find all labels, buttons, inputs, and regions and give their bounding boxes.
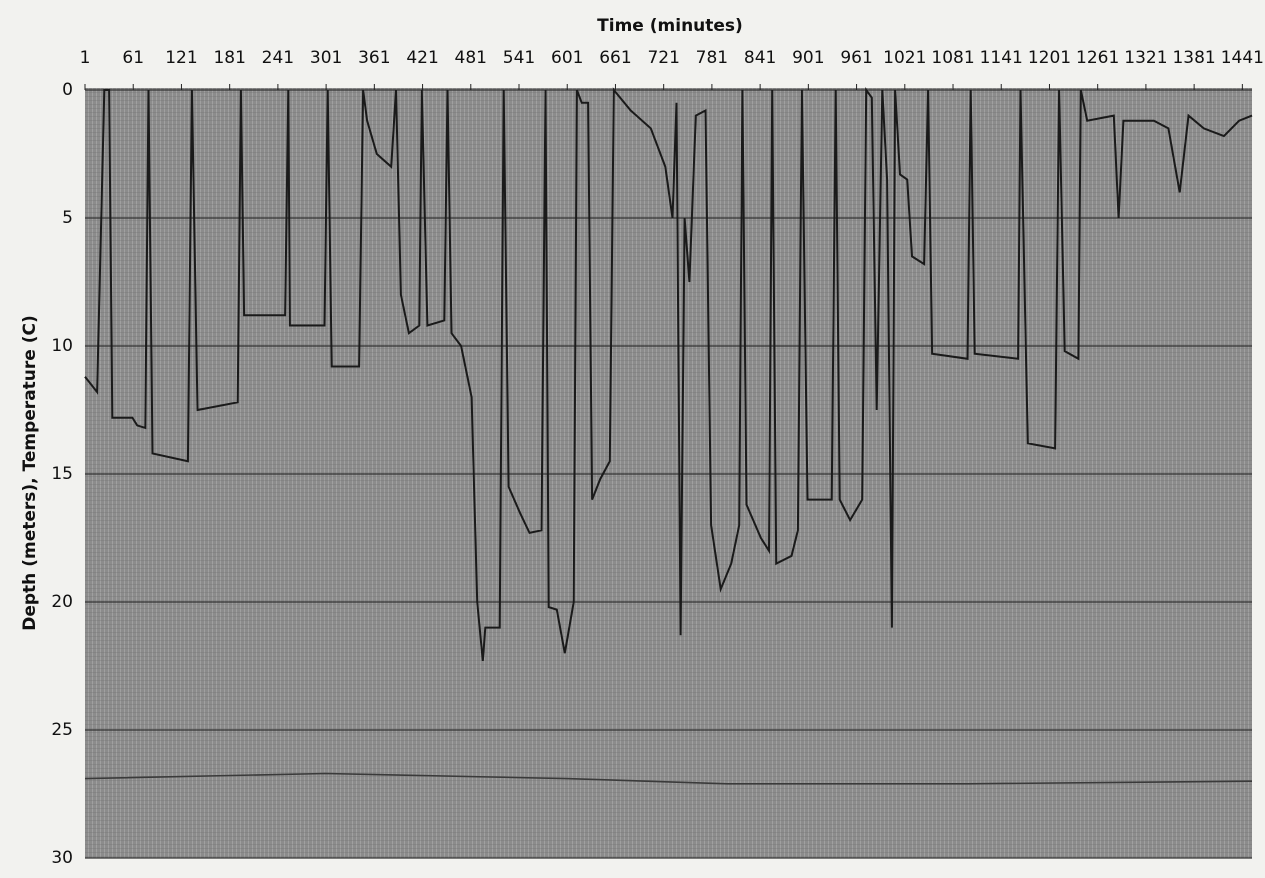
x-tick-label: 1321 <box>1124 48 1167 68</box>
x-tick-label: 781 <box>696 48 728 68</box>
y-axis-label: Depth (meters), Temperature (C) <box>20 315 40 631</box>
x-tick-label: 61 <box>122 48 144 68</box>
x-tick-label: 481 <box>455 48 487 68</box>
data-line <box>84 86 1253 661</box>
plot-area <box>85 88 1252 858</box>
y-tick-label: 5 <box>62 208 73 228</box>
x-tick-label: 1201 <box>1028 48 1071 68</box>
x-tick-label: 121 <box>165 48 197 68</box>
x-tick-label: 661 <box>599 48 631 68</box>
chart-title: Time (minutes) <box>597 16 743 36</box>
x-tick-label: 1381 <box>1172 48 1215 68</box>
y-tick-label: 30 <box>51 848 73 868</box>
x-tick-label: 1441 <box>1221 48 1264 68</box>
x-tick-label: 961 <box>840 48 872 68</box>
x-tick-label: 541 <box>503 48 535 68</box>
x-tick-label: 901 <box>792 48 824 68</box>
x-tick-label: 361 <box>358 48 390 68</box>
x-tick-label: 1021 <box>883 48 926 68</box>
y-tick-label: 0 <box>62 80 73 100</box>
x-tick-label: 1 <box>80 48 91 68</box>
data-line <box>84 772 1253 785</box>
y-tick-label: 25 <box>51 720 73 740</box>
x-tick-label: 181 <box>213 48 245 68</box>
x-tick-label: 601 <box>551 48 583 68</box>
x-tick-label: 1261 <box>1076 48 1119 68</box>
x-tick-label: 1141 <box>980 48 1023 68</box>
y-tick-label: 10 <box>51 336 73 356</box>
y-tick-label: 20 <box>51 592 73 612</box>
y-tick-label: 15 <box>51 464 73 484</box>
x-tick-label: 301 <box>310 48 342 68</box>
x-tick-label: 421 <box>406 48 438 68</box>
x-tick-label: 241 <box>262 48 294 68</box>
x-tick-label: 841 <box>744 48 776 68</box>
x-tick-label: 1081 <box>931 48 974 68</box>
x-tick-label: 721 <box>647 48 679 68</box>
